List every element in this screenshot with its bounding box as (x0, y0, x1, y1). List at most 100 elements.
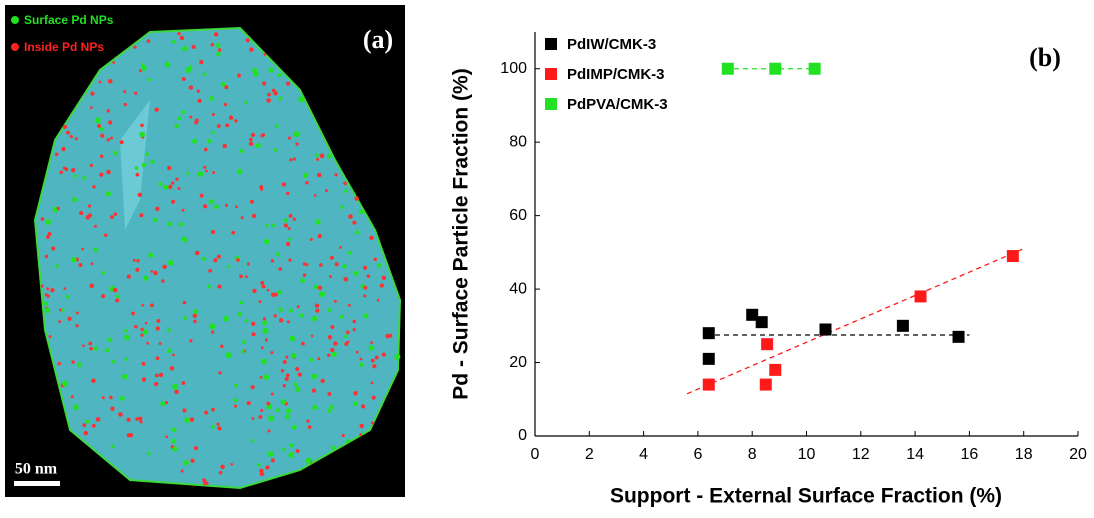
surface-np (339, 314, 344, 319)
inside-np (189, 339, 193, 343)
inside-np (266, 401, 271, 406)
inside-np (164, 401, 169, 405)
inside-np (59, 308, 62, 312)
surface-np (234, 383, 239, 388)
inside-np (359, 357, 363, 361)
inside-np (139, 420, 143, 424)
inside-np (75, 324, 79, 328)
inside-np (189, 417, 195, 422)
inside-np (131, 311, 135, 316)
surface-np (191, 138, 198, 144)
inside-np (292, 157, 296, 161)
inside-np (283, 223, 288, 228)
surface-np (291, 352, 297, 359)
surface-np (331, 445, 336, 450)
x-axis-label: Support - External Surface Fraction (%) (610, 485, 1002, 508)
surface-np (82, 176, 87, 180)
inside-np (123, 90, 127, 94)
inside-np (309, 237, 313, 241)
inside-np (167, 184, 173, 190)
inside-np (82, 423, 87, 428)
surface-np (206, 138, 212, 144)
inside-np (100, 133, 105, 138)
legend-dot-surface (11, 16, 19, 24)
inside-np (99, 172, 104, 177)
inside-np (182, 408, 187, 413)
scatter-point (1006, 250, 1019, 263)
inside-np (93, 224, 97, 228)
inside-np (374, 355, 379, 360)
scatter-point (952, 330, 965, 343)
surface-np (262, 327, 269, 334)
x-tick-label: 6 (693, 446, 702, 463)
surface-np (197, 171, 204, 177)
inside-np (324, 189, 328, 193)
inside-np (81, 247, 84, 251)
inside-np (287, 227, 291, 230)
x-tick-label: 8 (748, 446, 757, 463)
inside-np (194, 120, 199, 125)
inside-np (305, 181, 309, 185)
surface-np (268, 67, 274, 73)
inside-np (123, 102, 127, 107)
surface-np (167, 259, 174, 266)
inside-np (203, 165, 207, 169)
inside-np (136, 259, 140, 263)
surface-np (368, 345, 375, 351)
inside-np (225, 123, 230, 128)
inside-np (46, 294, 50, 298)
inside-np (250, 385, 255, 390)
surface-np (209, 96, 215, 102)
inside-np (82, 344, 85, 348)
inside-np (236, 258, 240, 262)
inside-np (141, 361, 146, 366)
inside-np (63, 287, 67, 290)
inside-np (118, 412, 123, 417)
inside-np (89, 106, 93, 109)
surface-np (278, 307, 283, 312)
surface-np (73, 174, 77, 178)
inside-np (62, 166, 67, 170)
inside-np (153, 270, 158, 276)
inside-np (40, 284, 44, 288)
inside-np (54, 152, 59, 157)
inside-np (244, 275, 248, 279)
surface-np (260, 358, 267, 365)
inside-np (58, 320, 62, 323)
surface-np (355, 230, 360, 235)
surface-np (142, 275, 149, 281)
inside-np (133, 45, 137, 49)
inside-np (220, 464, 225, 470)
inside-np (203, 147, 208, 152)
surface-np (121, 373, 128, 380)
surface-np (164, 61, 171, 68)
inside-np (330, 255, 334, 260)
inside-np (91, 423, 96, 428)
inside-np (320, 378, 325, 384)
surface-np (54, 264, 59, 269)
scatter-point (914, 290, 927, 303)
surface-np (172, 446, 178, 452)
x-tick-label: 16 (961, 446, 979, 463)
inside-np (258, 415, 263, 419)
surface-np (293, 382, 298, 387)
inside-np (71, 360, 75, 364)
surface-np (282, 447, 286, 451)
inside-np (287, 136, 291, 140)
surface-np (147, 78, 151, 82)
inside-np (181, 76, 186, 81)
surface-np (225, 352, 232, 359)
inside-np (217, 48, 222, 52)
inside-np (205, 169, 208, 173)
surface-np (211, 131, 215, 135)
inside-np (191, 44, 196, 49)
inside-np (188, 85, 194, 90)
inside-np (230, 462, 234, 466)
surface-np (61, 308, 65, 312)
surface-np (71, 256, 77, 263)
inside-np (370, 381, 374, 385)
inside-np (260, 281, 265, 285)
surface-np (124, 357, 128, 362)
surface-np (177, 116, 182, 121)
